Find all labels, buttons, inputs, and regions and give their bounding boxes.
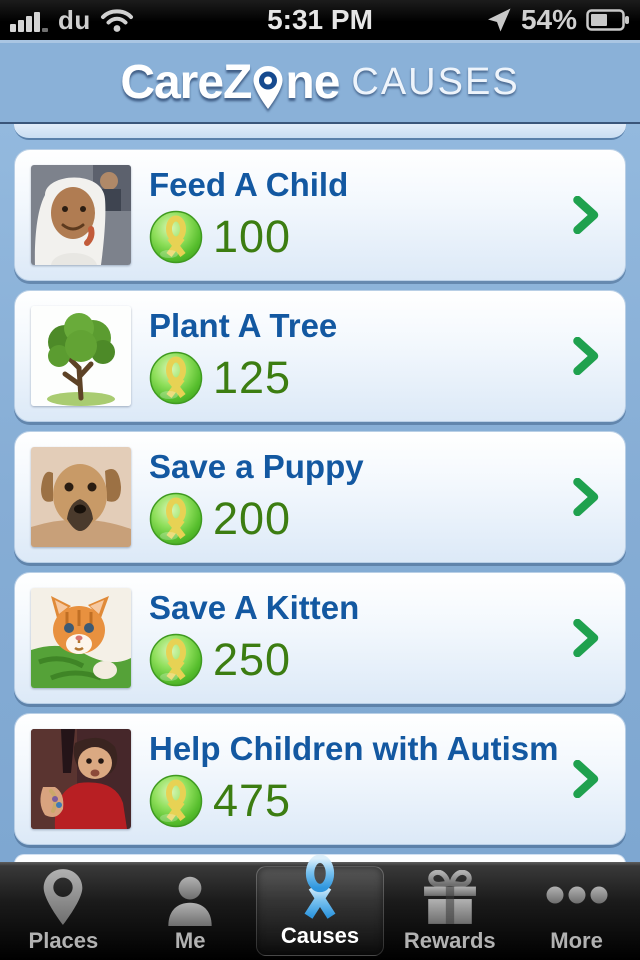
map-pin-icon: [44, 869, 83, 925]
carrier-label: du: [58, 4, 91, 35]
carezone-logo: CareZ ne CAUSES: [120, 55, 519, 110]
partial-card-above[interactable]: [14, 124, 626, 140]
person-icon: [168, 876, 212, 926]
location-arrow-icon: [487, 8, 511, 32]
tab-label: Me: [174, 928, 206, 953]
yellow-ribbon-badge-icon: [149, 352, 203, 405]
tab-places[interactable]: Places: [0, 862, 127, 960]
child-in-red-photo: [31, 729, 131, 829]
cause-card-save-a-kitten[interactable]: Save A Kitten 250: [14, 572, 626, 704]
chevron-right-icon: [573, 619, 599, 657]
yellow-ribbon-badge-icon: [149, 211, 203, 264]
cause-points: 100: [213, 211, 292, 263]
cause-title: Save a Puppy: [149, 447, 364, 485]
logo-text-part2: ne: [285, 55, 340, 109]
tab-rewards[interactable]: Rewards: [386, 862, 513, 960]
tan-puppy-photo: [31, 447, 131, 547]
clock: 5:31 PM: [267, 4, 373, 35]
orange-kitten-photo: [31, 588, 131, 688]
app-header: CareZ ne CAUSES: [0, 40, 640, 124]
cause-card-help-children-with-autism[interactable]: Help Children with Autism 475: [14, 713, 626, 845]
yellow-ribbon-badge-icon: [149, 493, 203, 546]
chevron-right-icon: [573, 196, 599, 234]
cause-points: 200: [213, 493, 292, 545]
wifi-icon: [100, 9, 133, 32]
battery-percent-label: 54%: [520, 4, 577, 35]
tab-me[interactable]: Me: [127, 862, 254, 960]
child-in-headscarf-photo: [31, 165, 131, 265]
chevron-right-icon: [573, 760, 599, 798]
ellipsis-icon: [546, 886, 608, 904]
cause-points: 125: [213, 352, 292, 404]
causes-list: Feed A Child: [0, 124, 640, 862]
tab-causes[interactable]: Causes: [255, 855, 385, 956]
yellow-ribbon-badge-icon: [149, 775, 203, 828]
cause-title: Save A Kitten: [149, 588, 360, 626]
cause-card-feed-a-child[interactable]: Feed A Child: [14, 149, 626, 281]
logo-text-part1: CareZ: [120, 55, 252, 109]
tab-label: Causes: [280, 923, 360, 948]
cause-title: Plant A Tree: [149, 306, 338, 344]
tab-more[interactable]: More: [513, 862, 640, 960]
ribbon-icon: [304, 855, 336, 919]
tab-bar: Places Me: [0, 855, 640, 960]
tab-label: More: [550, 928, 603, 953]
map-pin-o-icon: [253, 66, 283, 109]
cause-card-plant-a-tree[interactable]: Plant A Tree 125: [14, 290, 626, 422]
logo-text-suffix: CAUSES: [351, 60, 520, 103]
yellow-ribbon-badge-icon: [149, 634, 203, 687]
chevron-right-icon: [573, 478, 599, 516]
gift-icon: [423, 870, 476, 924]
signal-bars-icon: [10, 12, 48, 32]
chevron-right-icon: [573, 337, 599, 375]
green-tree-photo: [31, 306, 131, 406]
battery-icon: [586, 9, 629, 31]
cause-points: 250: [213, 634, 292, 686]
cause-title: Help Children with Autism: [149, 729, 559, 767]
cause-title: Feed A Child: [149, 165, 349, 203]
cause-card-save-a-puppy[interactable]: Save a Puppy 200: [14, 431, 626, 563]
status-bar: du 5:31 PM 54%: [0, 0, 640, 40]
tab-label: Places: [28, 928, 99, 953]
cause-points: 475: [213, 775, 292, 827]
tab-label: Rewards: [403, 928, 496, 953]
